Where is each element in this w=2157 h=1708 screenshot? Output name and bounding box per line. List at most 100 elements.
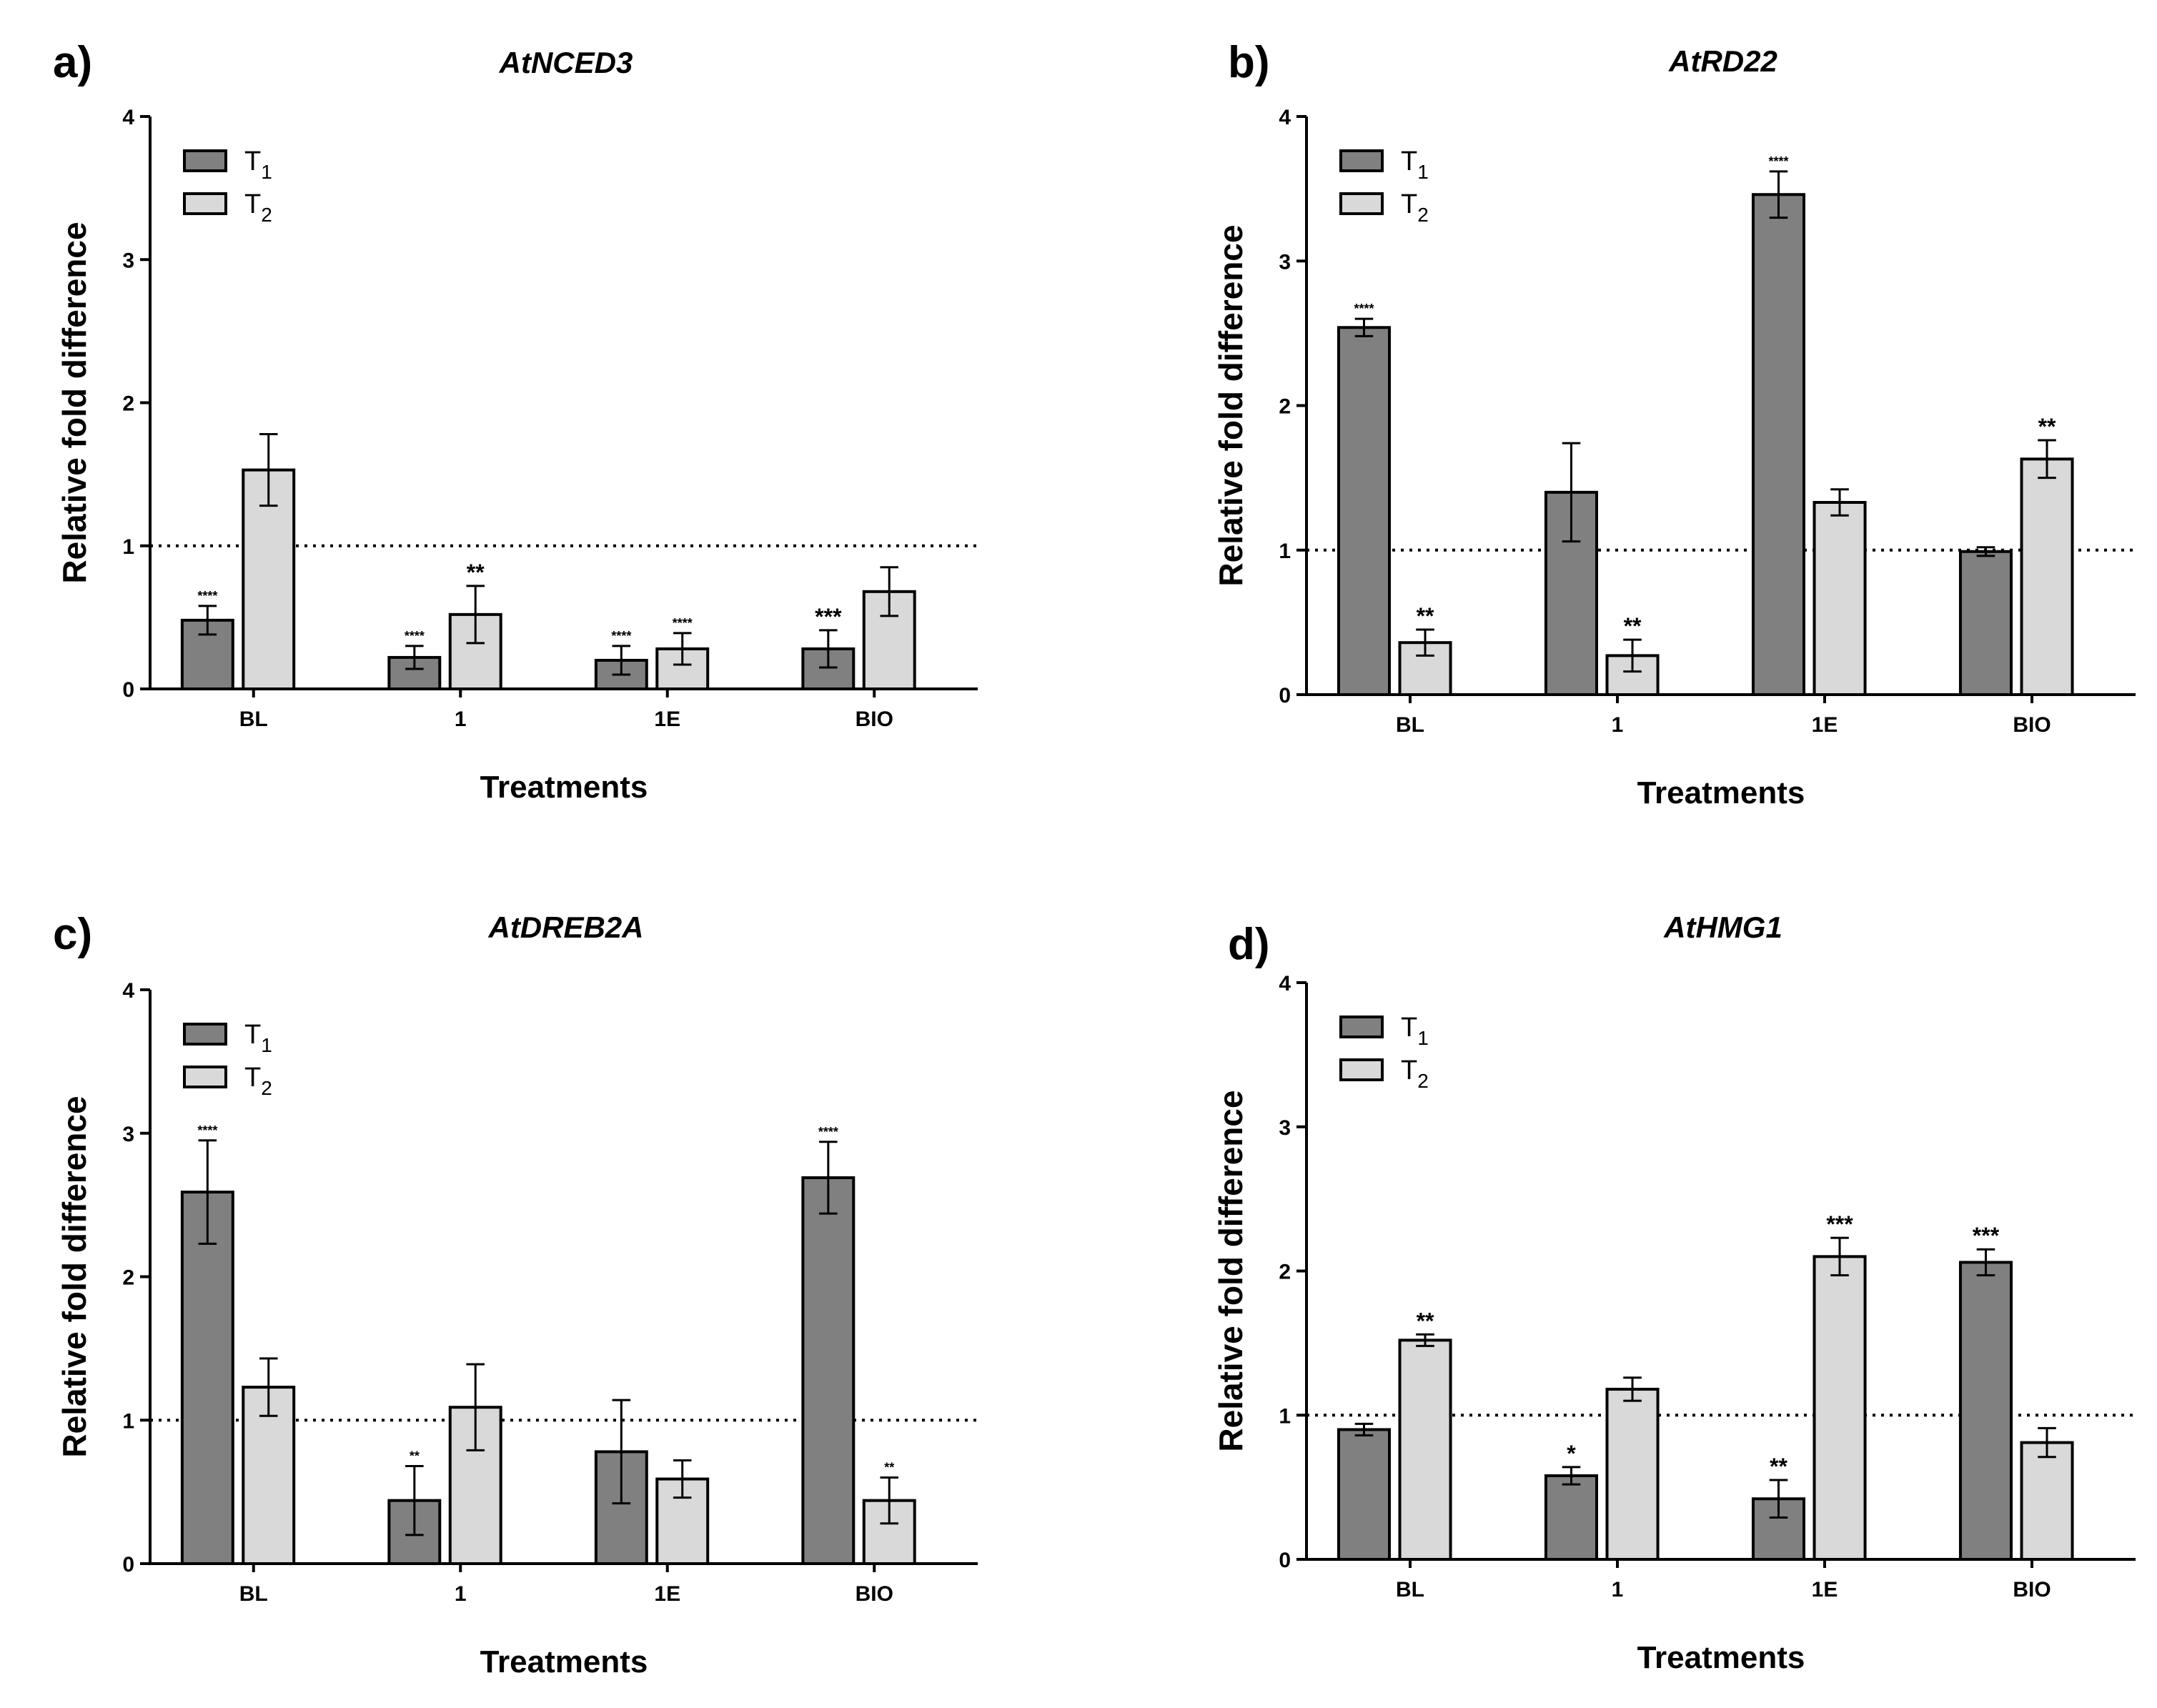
bar-t1-bl (1337, 1428, 1391, 1561)
chart-panel-b: b) AtRD2201234BL******1**1E****BIO**Relat… (1212, 38, 2136, 810)
x-tick-label: 1 (1612, 1578, 1624, 1602)
bar-t1-1e (1751, 193, 1805, 696)
y-tick-label: 4 (1279, 106, 1291, 129)
bar-t1-bio (1958, 1261, 2013, 1561)
significance-label: **** (1354, 302, 1374, 316)
significance-label: *** (1826, 1211, 1853, 1237)
significance-label: **** (673, 616, 693, 630)
y-tick-label: 2 (122, 1266, 134, 1290)
legend-label-subscript: 2 (1417, 1070, 1429, 1092)
panel-letter: d) (1228, 920, 1270, 969)
bar-t2-bl (1398, 1339, 1452, 1561)
legend-label-subscript: 1 (261, 1034, 272, 1056)
significance-label: **** (1768, 154, 1788, 169)
legend-swatch-t1 (183, 1023, 227, 1046)
bar-t1-bio (1958, 550, 2013, 697)
legend-label-t2: T2 (244, 189, 272, 226)
x-tick-label: BL (1396, 1578, 1424, 1602)
bar-t1-bl (1337, 326, 1391, 697)
legend-swatch-t1 (1339, 149, 1384, 172)
y-tick-label: 1 (122, 1409, 134, 1433)
panel-letter: b) (1228, 38, 1270, 87)
x-tick-label: BIO (856, 1582, 893, 1606)
significance-label: **** (818, 1125, 838, 1139)
legend-label-base: T (244, 1020, 261, 1050)
legend-label-base: T (244, 189, 261, 219)
y-tick-label: 2 (1279, 395, 1291, 419)
legend-label-t2: T2 (1401, 1056, 1429, 1092)
legend-swatch-t2 (1339, 1058, 1384, 1081)
y-axis-label: Relative fold difference (1212, 224, 1249, 586)
significance-label: ** (2038, 414, 2056, 440)
x-tick-label: 1 (455, 707, 467, 731)
chart-title: AtHMG1 (1663, 910, 1782, 944)
legend-swatch-t2 (183, 192, 227, 215)
bar-t2-1 (1605, 1387, 1660, 1561)
significance-label: **** (197, 589, 217, 603)
significance-label: **** (197, 1123, 217, 1138)
x-tick-label: 1E (1812, 713, 1838, 737)
legend-label-subscript: 1 (261, 161, 272, 183)
legend-label-t2: T2 (244, 1063, 272, 1099)
x-tick-label: 1E (654, 707, 680, 731)
chart-panel-a: a) AtNCED301234BL****1******1E********BIO… (53, 38, 978, 805)
panel-letter: a) (53, 38, 92, 87)
significance-label: ** (467, 560, 485, 585)
bar-t1-bl (180, 1191, 234, 1565)
legend-label-subscript: 1 (1417, 1027, 1429, 1049)
y-tick-label: 3 (122, 1123, 134, 1146)
legend-label-base: T (244, 1063, 261, 1093)
y-tick-label: 3 (1279, 250, 1291, 274)
x-axis-label: Treatments (480, 770, 648, 805)
significance-label: **** (405, 629, 425, 643)
y-axis-label: Relative fold difference (56, 222, 93, 583)
legend-label-t1: T1 (244, 1020, 272, 1056)
y-tick-label: 2 (122, 392, 134, 416)
panel-letter: c) (53, 910, 92, 959)
x-tick-label: 1E (654, 1582, 680, 1606)
y-tick-label: 4 (122, 979, 134, 1003)
bar-t2-bl (242, 468, 296, 690)
x-axis-label: Treatments (480, 1644, 648, 1679)
significance-label: ** (1624, 613, 1642, 639)
chart-title: AtRD22 (1668, 44, 1777, 78)
x-axis-label: Treatments (1637, 775, 1805, 810)
chart-title: AtNCED3 (499, 46, 633, 79)
legend-label-base: T (244, 147, 261, 177)
x-tick-label: 1 (1612, 713, 1624, 737)
legend-label-base: T (1401, 1013, 1417, 1043)
y-tick-label: 4 (1279, 972, 1291, 995)
x-tick-label: BIO (2013, 713, 2051, 737)
y-tick-label: 4 (122, 106, 134, 129)
y-tick-label: 3 (122, 249, 134, 272)
y-axis-label: Relative fold difference (56, 1096, 93, 1457)
significance-label: ** (1417, 1308, 1434, 1334)
legend-swatch-t1 (1339, 1016, 1384, 1038)
legend-swatch-t1 (183, 149, 227, 172)
significance-label: ** (1770, 1454, 1787, 1479)
x-tick-label: BL (239, 707, 268, 731)
y-axis-label: Relative fold difference (1212, 1090, 1249, 1451)
legend-label-base: T (1401, 189, 1417, 219)
x-tick-label: BL (239, 1582, 268, 1606)
chart-panel-d: d) AtHMG101234BL**1*1E*****BIO***Relative… (1212, 910, 2136, 1675)
legend-label-subscript: 2 (261, 1077, 272, 1099)
y-tick-label: 0 (122, 678, 134, 702)
bar-t2-1e (1813, 1255, 1867, 1561)
significance-label: *** (1973, 1223, 2000, 1248)
significance-label: * (1567, 1441, 1576, 1466)
bar-t1-bio (801, 1176, 856, 1566)
legend-label-subscript: 2 (261, 204, 272, 226)
y-tick-label: 0 (1279, 1549, 1291, 1572)
y-tick-label: 2 (1279, 1261, 1291, 1284)
legend-label-t2: T2 (1401, 189, 1429, 226)
legend-swatch-t2 (183, 1066, 227, 1088)
significance-label: **** (611, 629, 631, 643)
x-tick-label: BL (1396, 713, 1424, 737)
bar-t1-1 (1544, 1474, 1598, 1561)
bar-t2-1 (448, 1406, 502, 1565)
bar-t2-1e (1813, 501, 1867, 696)
legend-label-t1: T1 (1401, 1013, 1429, 1049)
y-tick-label: 3 (1279, 1116, 1291, 1140)
